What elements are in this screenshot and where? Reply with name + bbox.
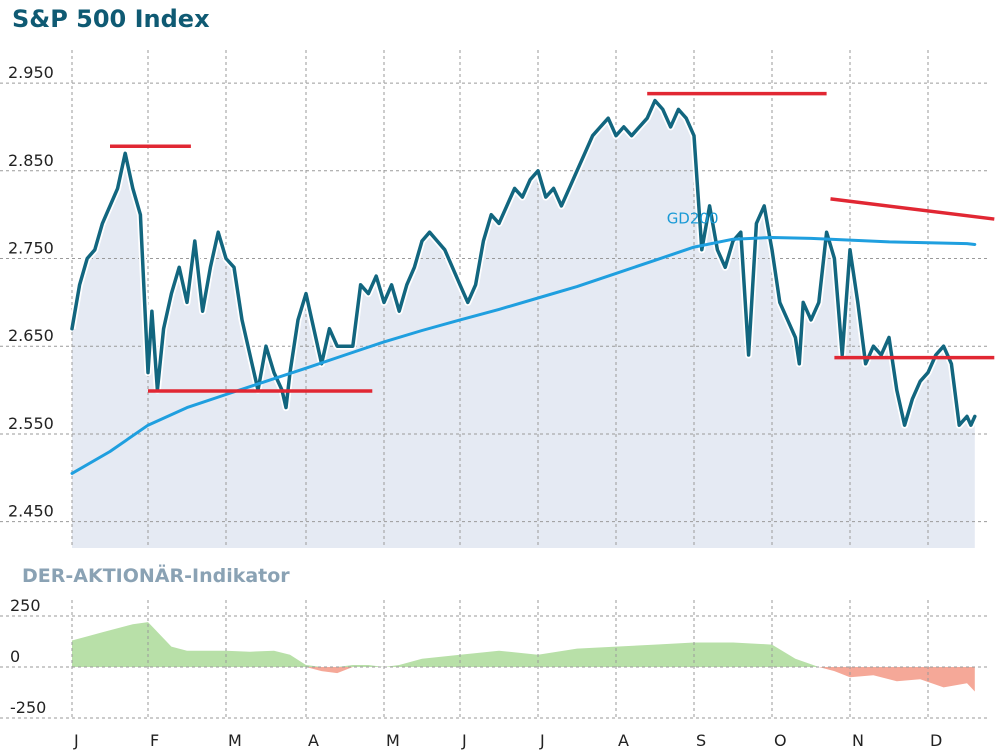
trend-line-3 [830, 197, 995, 221]
indicator-title: DER-AKTIONÄR-Indikator [22, 563, 290, 587]
x-tick-label-J: J [539, 731, 545, 750]
ind-y-tick-label: 250 [10, 596, 41, 615]
indicator-positive-area [72, 622, 975, 667]
x-tick-label-O: O [774, 731, 787, 750]
y-tick-label: 2.650 [8, 326, 54, 345]
main-plot: 2.450 2.550 2.650 2.750 2.850 2.950 GD200 [0, 50, 995, 548]
indicator-plot: -250 0 250 [0, 596, 990, 719]
y-tick-label: 2.850 [8, 151, 54, 170]
price-area-fill [72, 100, 975, 548]
sp500-price-line [70, 98, 977, 427]
x-tick-label-A: A [308, 731, 319, 750]
x-tick-label-J: J [461, 731, 467, 750]
x-tick-label-F: F [150, 731, 159, 750]
gd200-line [70, 236, 977, 475]
x-tick-label-M: M [228, 731, 242, 750]
x-tick-label-A: A [618, 731, 629, 750]
x-tick-label-J: J [73, 731, 79, 750]
x-tick-label-M: M [386, 731, 400, 750]
y-tick-label: 2.450 [8, 502, 54, 521]
x-tick-label-S: S [696, 731, 706, 750]
chart-title: S&P 500 Index [12, 5, 210, 33]
ind-y-tick-label: -250 [10, 698, 46, 717]
y-tick-label: 2.750 [8, 239, 54, 258]
y-tick-label: 2.550 [8, 414, 54, 433]
x-tick-label-N: N [852, 731, 864, 750]
y-tick-label: 2.950 [8, 63, 54, 82]
x-tick-label-D: D [930, 731, 942, 750]
gd200-label: GD200 [667, 209, 719, 227]
indicator-negative-area [72, 667, 975, 692]
ind-y-tick-label: 0 [10, 647, 20, 666]
